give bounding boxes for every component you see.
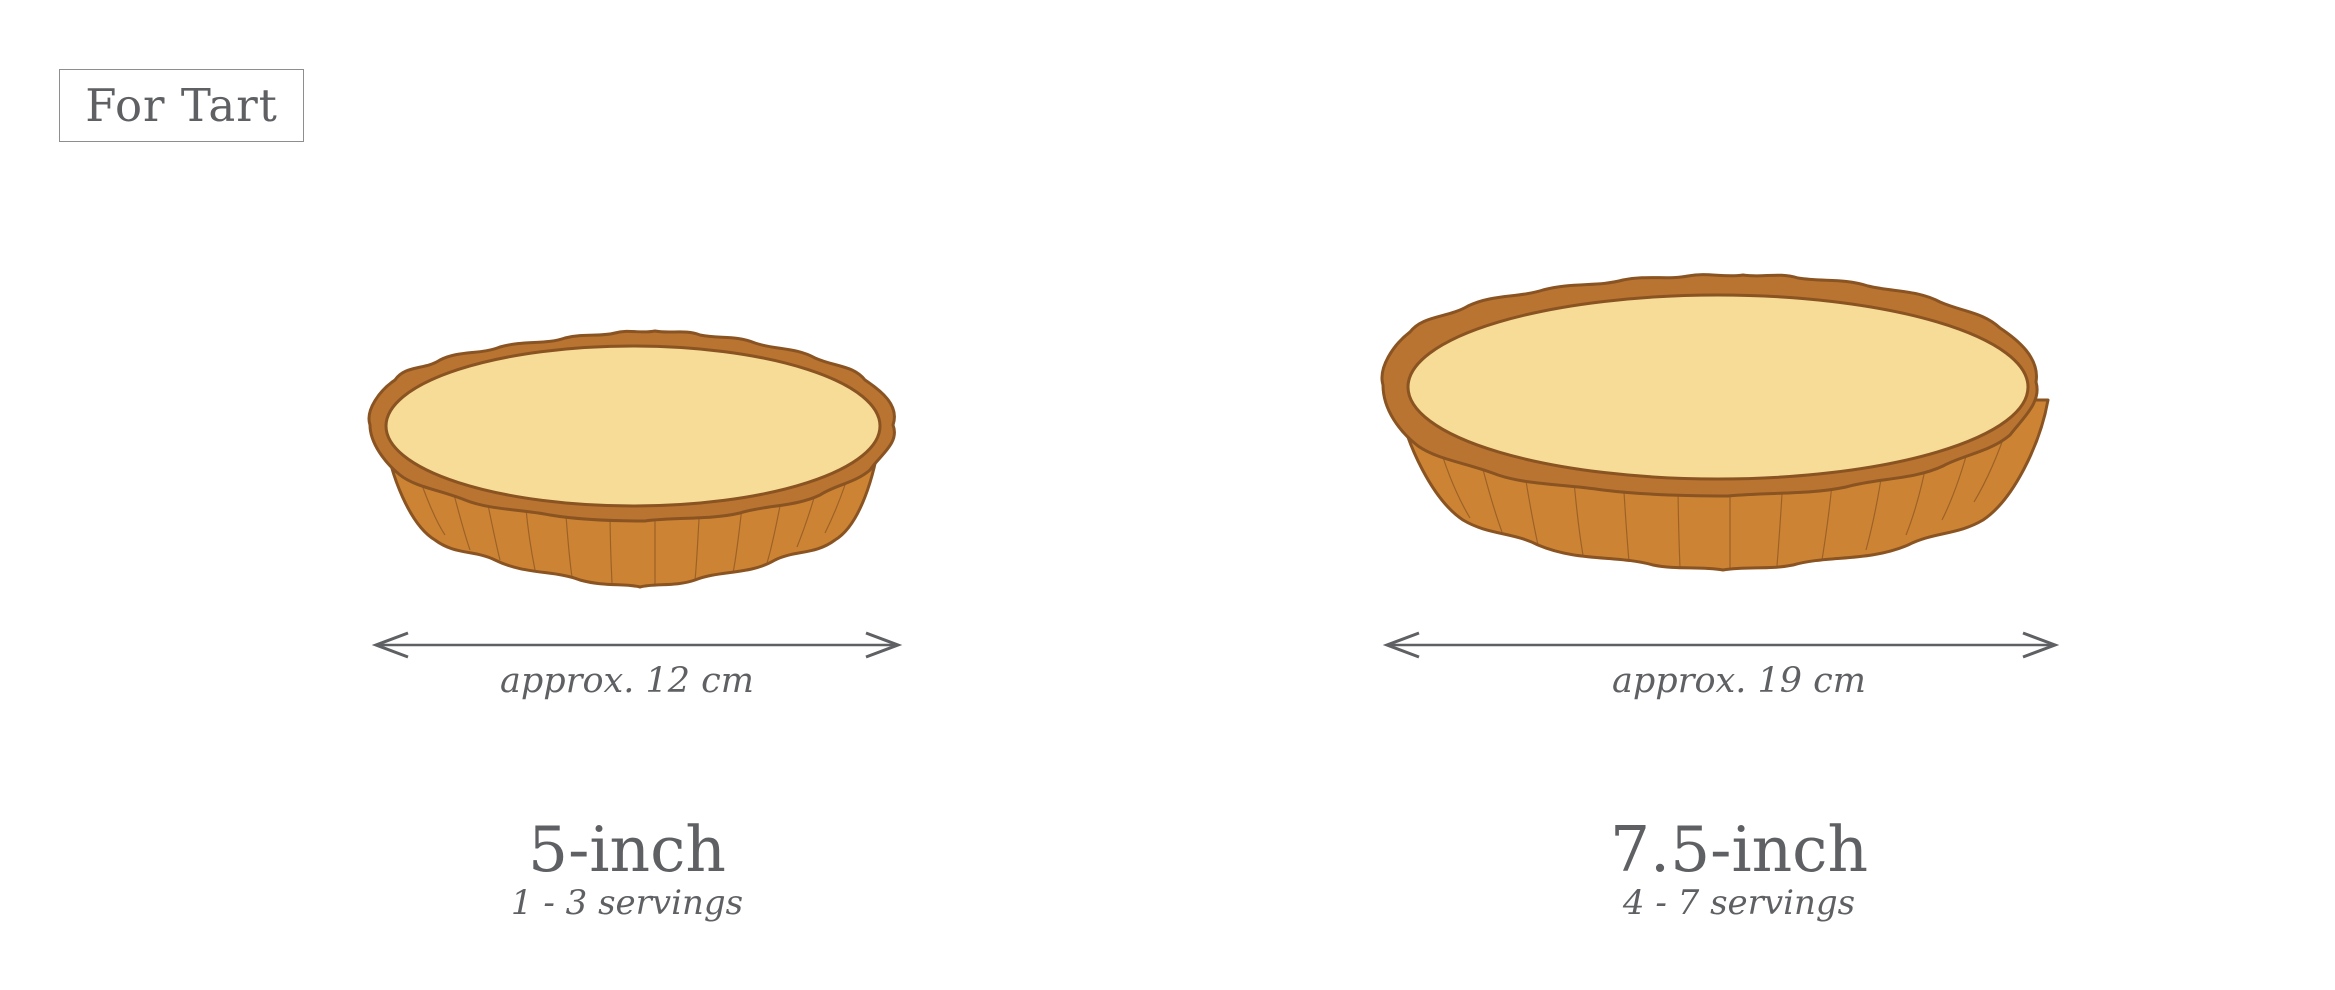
- large-tart-servings: 4 - 7 servings: [1622, 883, 1856, 923]
- small-tart-icon: [367, 329, 896, 589]
- large-tart-size: 7.5-inch: [1609, 813, 1869, 886]
- small-tart-servings: 1 - 3 servings: [510, 883, 744, 923]
- large-tart-width-arrow: [1382, 631, 2060, 659]
- small-tart-size: 5-inch: [528, 813, 726, 886]
- large-tart-icon: [1380, 273, 2050, 572]
- small-tart-approx-width: approx. 12 cm: [500, 661, 754, 701]
- large-tart-approx-width: approx. 19 cm: [1612, 661, 1866, 701]
- category-label: For Tart: [59, 69, 304, 142]
- small-tart-width-arrow: [371, 631, 903, 659]
